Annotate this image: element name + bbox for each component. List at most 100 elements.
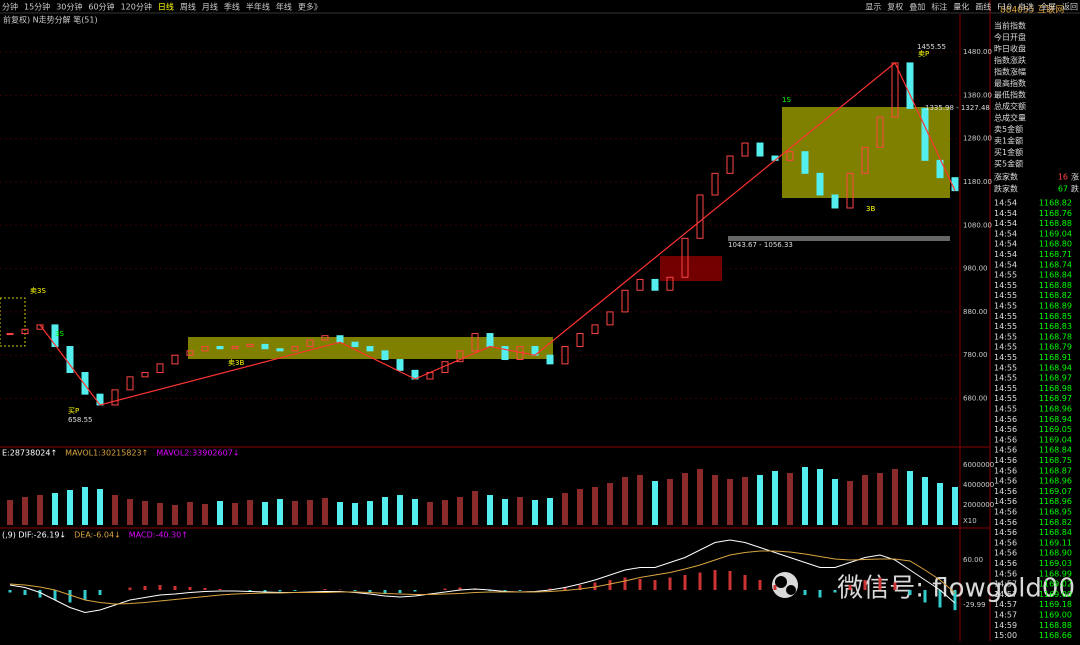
volume-bar <box>82 487 88 525</box>
volume-bar <box>487 495 493 525</box>
info-label: 卖5金额 <box>994 124 1023 134</box>
toolbar-button[interactable]: 量化 <box>953 2 969 12</box>
toolbar-button[interactable]: 30分钟 <box>56 2 82 12</box>
tick-price: 1168.79 <box>1039 343 1072 352</box>
volume-bar <box>7 500 13 525</box>
candle <box>306 339 314 348</box>
candle <box>291 346 299 352</box>
tick-price: 1169.18 <box>1039 600 1072 609</box>
tick-price: 1168.82 <box>1039 291 1072 300</box>
candle <box>126 376 134 391</box>
panel-header: 884055 互联网 <box>1000 5 1064 16</box>
tick-time: 14:56 <box>994 446 1017 455</box>
tick-time: 14:54 <box>994 229 1017 238</box>
volume-bar <box>532 500 538 525</box>
volume-bar <box>232 503 238 525</box>
volume-bar <box>442 500 448 525</box>
tick-time: 14:56 <box>994 528 1017 537</box>
info-label: 卖1金额 <box>994 136 1023 146</box>
volume-bar <box>727 479 733 525</box>
info-label: 指数涨幅 <box>994 67 1026 77</box>
toolbar-button[interactable]: 画线 <box>975 2 991 12</box>
macd-label: (,9) DIF:-26.19↓ <box>2 531 66 540</box>
dif-line <box>9 539 956 614</box>
tick-price: 1168.80 <box>1039 240 1072 249</box>
candle <box>741 142 749 157</box>
toolbar-button[interactable]: 叠加 <box>909 2 925 12</box>
annotation: 卖3S <box>30 287 46 295</box>
tick-price: 1169.00 <box>1039 590 1072 599</box>
volume-bar <box>622 477 628 525</box>
toolbar-button[interactable]: 自选 <box>1018 2 1034 12</box>
tick-time: 14:55 <box>994 312 1017 321</box>
tick-time: 14:55 <box>994 405 1017 414</box>
volume-bar <box>787 473 793 525</box>
macd-label: MACD:-40.30↑ <box>129 531 188 540</box>
toolbar-button[interactable]: 半年线 <box>246 2 270 12</box>
info-label: 涨家数 <box>994 172 1018 182</box>
toolbar-button[interactable]: 15分钟 <box>24 2 50 12</box>
toolbar-button[interactable]: 60分钟 <box>88 2 114 12</box>
annotation: 卖3B <box>228 359 244 367</box>
tick-time: 14:55 <box>994 271 1017 280</box>
toolbar-button[interactable]: 标注 <box>931 2 947 12</box>
annotation: 买P <box>68 407 79 415</box>
info-label: 总成交量 <box>994 113 1026 123</box>
volume-bar <box>52 493 58 525</box>
candle <box>606 311 614 326</box>
toolbar-button[interactable]: 120分钟 <box>121 2 152 12</box>
candle <box>186 350 194 356</box>
volume-bar <box>472 491 478 525</box>
toolbar-button[interactable]: 全屏 <box>1040 2 1056 12</box>
y-tick-label: 1180.00 <box>963 178 992 186</box>
toolbar-button[interactable]: 周线 <box>180 2 196 12</box>
candle <box>951 177 959 192</box>
volume-bar <box>457 497 463 525</box>
tick-time: 14:56 <box>994 538 1017 547</box>
candle <box>276 348 284 352</box>
candle <box>651 278 659 291</box>
volume-label: MAVOL1:30215823↑ <box>65 449 148 458</box>
y-tick-label: -29.99 <box>963 601 986 609</box>
candle <box>81 372 89 395</box>
tick-price: 1169.00 <box>1039 611 1072 620</box>
tick-time: 14:54 <box>994 209 1017 218</box>
volume-bar <box>652 481 658 525</box>
volume-bar <box>397 495 403 525</box>
info-count: 16 <box>1058 173 1068 182</box>
tick-time: 14:56 <box>994 466 1017 475</box>
tick-price: 1168.98 <box>1039 384 1072 393</box>
toolbar-button[interactable]: 显示 <box>865 3 881 12</box>
tick-price: 1168.75 <box>1039 456 1072 465</box>
tick-time: 14:55 <box>994 394 1017 403</box>
toolbar-button[interactable]: 年线 <box>276 2 292 12</box>
candle <box>831 194 839 209</box>
tick-price: 1169.04 <box>1039 229 1072 238</box>
toolbar-button[interactable]: 季线 <box>224 2 240 12</box>
volume-bar <box>952 487 958 525</box>
tick-time: 14:55 <box>994 322 1017 331</box>
toolbar-button[interactable]: 更多》 <box>298 2 322 12</box>
candle <box>141 372 149 378</box>
volume-bar <box>307 500 313 525</box>
volume-bar <box>742 477 748 525</box>
candle <box>876 116 884 148</box>
candle <box>66 346 74 374</box>
tick-price: 1168.88 <box>1039 219 1072 228</box>
tick-price: 1169.07 <box>1039 487 1072 496</box>
tick-time: 14:55 <box>994 302 1017 311</box>
toolbar-button[interactable]: 复权 <box>887 2 903 12</box>
volume-bar <box>142 501 148 525</box>
tick-time: 14:55 <box>994 363 1017 372</box>
volume-bar <box>607 483 613 525</box>
tick-price: 1168.84 <box>1039 271 1072 280</box>
tick-time: 14:57 <box>994 580 1017 589</box>
toolbar-button[interactable]: F10 <box>997 3 1012 12</box>
tick-price: 1169.02 <box>1039 580 1072 589</box>
toolbar-button[interactable]: 月线 <box>202 2 218 12</box>
candle <box>171 354 179 365</box>
toolbar-button[interactable]: 分钟 <box>2 2 18 12</box>
toolbar-button[interactable]: 日线 <box>158 2 174 12</box>
candle <box>936 159 944 179</box>
toolbar-button[interactable]: 返回 <box>1062 3 1078 12</box>
